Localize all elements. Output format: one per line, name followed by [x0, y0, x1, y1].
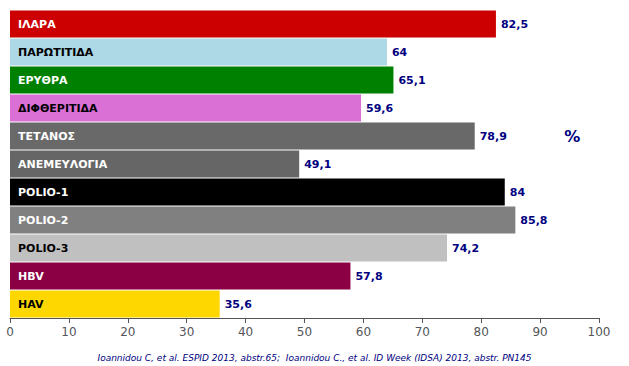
- svg-text:%: %: [564, 127, 580, 146]
- svg-text:90: 90: [532, 325, 547, 339]
- svg-text:80: 80: [474, 325, 489, 339]
- svg-text:30: 30: [179, 325, 194, 339]
- svg-text:78,9: 78,9: [480, 130, 507, 143]
- svg-text:Ioannidou C, et al. ESPID 2013: Ioannidou C, et al. ESPID 2013, abstr.65…: [97, 353, 531, 363]
- svg-text:POLIO-1: POLIO-1: [18, 186, 68, 199]
- svg-text:HBV: HBV: [18, 270, 44, 283]
- svg-text:ΙΛΑΡΑ: ΙΛΑΡΑ: [18, 18, 56, 31]
- svg-text:ΠΑΡΩΤΙΤΙΔΑ: ΠΑΡΩΤΙΤΙΔΑ: [18, 46, 94, 59]
- svg-text:0: 0: [6, 325, 14, 339]
- svg-text:57,8: 57,8: [355, 270, 382, 283]
- svg-text:85,8: 85,8: [520, 214, 547, 227]
- svg-text:70: 70: [415, 325, 430, 339]
- svg-text:59,6: 59,6: [366, 102, 393, 115]
- svg-text:82,5: 82,5: [501, 18, 528, 31]
- svg-text:74,2: 74,2: [452, 242, 479, 255]
- svg-text:ΤΕΤΑΝΟΣ: ΤΕΤΑΝΟΣ: [18, 130, 75, 143]
- svg-text:ΕΡΥΘΡΑ: ΕΡΥΘΡΑ: [18, 74, 68, 87]
- svg-text:84: 84: [510, 186, 526, 199]
- svg-text:49,1: 49,1: [304, 158, 331, 171]
- svg-text:20: 20: [120, 325, 135, 339]
- svg-text:100: 100: [588, 325, 611, 339]
- svg-text:60: 60: [356, 325, 371, 339]
- svg-text:65,1: 65,1: [398, 74, 425, 87]
- svg-text:ΑΝΕΜΕΥΛΟΓΙΑ: ΑΝΕΜΕΥΛΟΓΙΑ: [18, 158, 108, 171]
- svg-text:10: 10: [61, 325, 76, 339]
- svg-text:40: 40: [238, 325, 253, 339]
- svg-text:POLIO-2: POLIO-2: [18, 214, 68, 227]
- svg-text:POLIO-3: POLIO-3: [18, 242, 68, 255]
- svg-text:HAV: HAV: [18, 298, 44, 311]
- svg-text:ΔΙΦΘΕΡΙΤΙΔΑ: ΔΙΦΘΕΡΙΤΙΔΑ: [18, 102, 98, 115]
- svg-text:64: 64: [392, 46, 408, 59]
- svg-text:50: 50: [297, 325, 312, 339]
- svg-text:35,6: 35,6: [225, 298, 252, 311]
